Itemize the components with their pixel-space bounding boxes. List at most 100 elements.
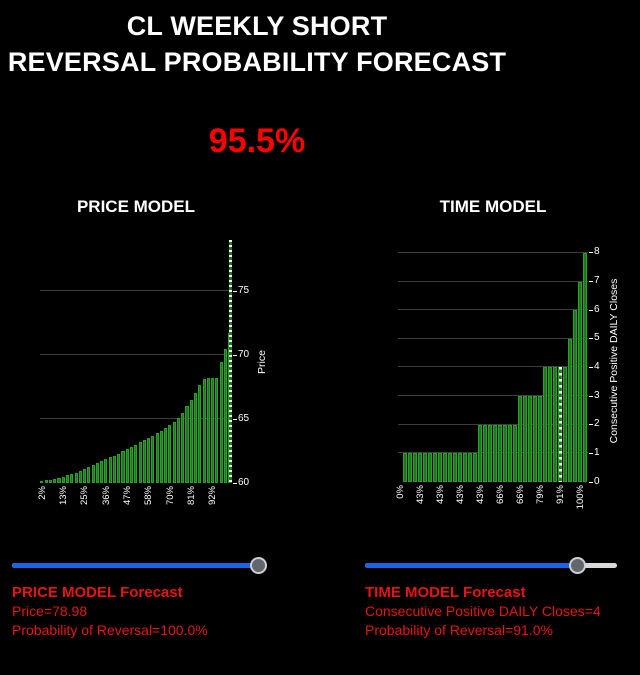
y-tick-mark [588, 395, 593, 397]
y-tick-mark [588, 252, 593, 254]
time-slider-track[interactable] [365, 563, 617, 568]
price-forecast-probability: Probability of Reversal=100.0% [12, 622, 208, 638]
price-slider-track[interactable] [12, 563, 258, 568]
price-y-axis-label: Price [256, 349, 268, 374]
x-tick-label: 43% [415, 485, 426, 505]
forecast-marker-line [559, 367, 562, 482]
x-tick-label: 2% [36, 486, 48, 500]
bar [121, 451, 125, 483]
gridline [40, 354, 232, 356]
bar [528, 396, 533, 482]
time-y-axis-label: Consecutive Positive DAILY Closes [608, 278, 620, 444]
bar [130, 446, 134, 483]
y-tick-label: 65 [238, 412, 250, 424]
gridline [398, 452, 588, 454]
bar [168, 425, 172, 483]
y-tick-label: 4 [594, 360, 600, 372]
bar [468, 453, 473, 482]
bar [44, 480, 48, 483]
bar [108, 457, 112, 483]
bar [125, 449, 129, 483]
bar [87, 467, 91, 483]
bar [518, 396, 523, 482]
y-tick-mark [588, 366, 593, 368]
bar [138, 442, 142, 483]
bar [463, 453, 468, 482]
price-slider-thumb[interactable] [249, 557, 267, 574]
bar [219, 361, 223, 483]
bar [142, 440, 146, 483]
time-forecast-probability: Probability of Reversal=91.0% [365, 622, 553, 638]
y-tick-label: 70 [238, 348, 250, 360]
x-tick-label: 47% [121, 486, 133, 506]
time-model-chart: Consecutive Positive DAILY Closes 0 1 2 3 4 5… [395, 240, 620, 509]
x-tick-label: 66% [515, 485, 526, 505]
y-tick-label: 8 [594, 246, 600, 258]
gridline [398, 366, 588, 368]
bar [478, 424, 483, 482]
bar [159, 430, 163, 483]
time-forecast-readout: TIME MODEL Forecast Consecutive Positive… [365, 583, 601, 640]
x-tick-label: 79% [535, 485, 546, 505]
time-slider-thumb[interactable] [569, 557, 587, 574]
bar [488, 424, 493, 482]
bar [553, 367, 558, 482]
x-tick-label: 66% [495, 485, 506, 505]
bar [202, 379, 206, 483]
y-tick-mark [232, 418, 237, 420]
y-tick-label: 75 [238, 284, 250, 296]
bar [147, 437, 151, 483]
combined-probability-value: 95.5% [208, 122, 306, 160]
bar [523, 396, 528, 482]
bar [134, 444, 138, 483]
y-tick-mark [588, 338, 593, 340]
gridline [398, 337, 588, 339]
y-tick-mark [588, 309, 593, 311]
y-tick-mark [588, 281, 593, 283]
bar [70, 474, 74, 483]
gridline [40, 418, 232, 420]
price-model-chart-title: PRICE MODEL [76, 197, 196, 216]
y-tick-mark [232, 290, 237, 292]
y-tick-mark [232, 354, 237, 356]
bar [473, 453, 478, 482]
bar [568, 338, 573, 482]
bar [189, 399, 193, 483]
bar [206, 378, 210, 483]
bar [583, 252, 588, 482]
x-tick-label: 100% [575, 485, 586, 510]
bar [223, 348, 227, 483]
y-tick-mark [588, 481, 593, 483]
bar [194, 392, 198, 483]
bar [185, 406, 189, 483]
bar [403, 453, 408, 482]
bar [61, 476, 65, 483]
bar [53, 479, 57, 483]
x-tick-label: 43% [455, 485, 466, 505]
bar [438, 453, 443, 482]
time-forecast-heading: TIME MODEL Forecast [365, 584, 526, 601]
page-title-line1: CL WEEKLY SHORT [126, 11, 388, 41]
y-tick-label: 1 [594, 446, 600, 458]
y-tick-mark [232, 482, 237, 484]
bar [513, 424, 518, 482]
y-tick-label: 7 [594, 275, 600, 287]
bar [448, 453, 453, 482]
bar [155, 433, 159, 483]
bar [198, 384, 202, 483]
bar [211, 378, 215, 483]
bar [563, 367, 568, 482]
gridline [398, 280, 588, 282]
page-title-line2: REVERSAL PROBABILITY FORECAST [7, 47, 507, 77]
bar [57, 477, 61, 483]
x-tick-label: 43% [475, 485, 486, 505]
price-forecast-readout: PRICE MODEL Forecast Price=78.98 Probabi… [12, 583, 208, 640]
bar [433, 453, 438, 482]
bar [164, 428, 168, 483]
gridline [398, 309, 588, 311]
bar [48, 479, 52, 483]
bar [104, 459, 108, 483]
bar [215, 377, 219, 483]
bar [423, 453, 428, 482]
